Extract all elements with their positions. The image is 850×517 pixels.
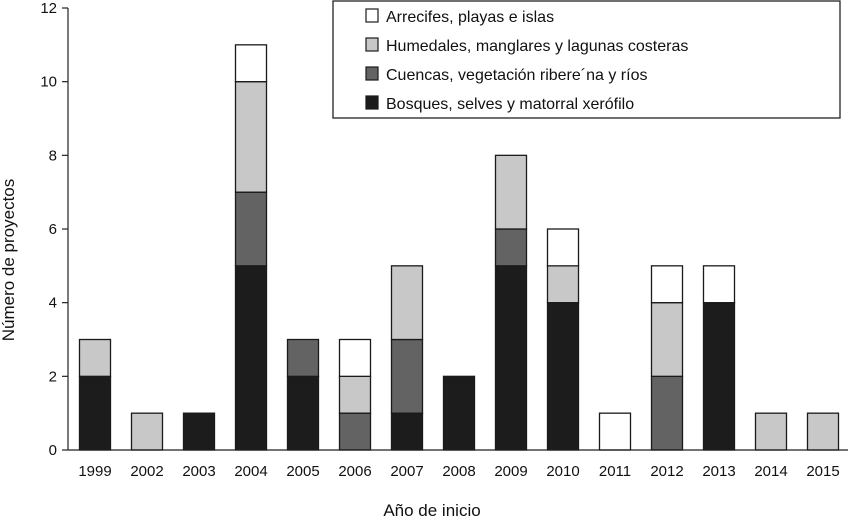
y-axis-label: Número de proyectos: [0, 179, 18, 342]
bar-segment: [702, 265, 736, 304]
bar-segment: [650, 375, 684, 451]
bar-segment: [702, 302, 736, 451]
x-tick-label: 2013: [702, 463, 735, 480]
legend-swatch: [365, 95, 379, 110]
x-tick-label: 2007: [390, 463, 423, 480]
bar-segment: [338, 375, 372, 414]
x-tick-label: 2012: [650, 463, 683, 480]
y-tick-label: 6: [49, 221, 57, 238]
x-tick-label: 1999: [78, 463, 111, 480]
bar-segment: [390, 338, 424, 414]
x-tick-label: 2005: [286, 463, 319, 480]
bar-segment: [754, 412, 788, 451]
legend-label: Bosques, selves y matorral xerófilo: [386, 96, 634, 113]
x-tick-label: 2006: [338, 463, 371, 480]
y-tick-label: 4: [49, 295, 57, 312]
legend-label: Cuencas, vegetación ribere´na y ríos: [386, 67, 647, 84]
y-tick-label: 0: [49, 442, 57, 459]
bar-segment: [234, 191, 268, 267]
bar-segment: [338, 338, 372, 377]
bar-segment: [650, 265, 684, 304]
y-tick-label: 12: [40, 0, 57, 17]
bar-segment: [546, 302, 580, 451]
x-tick-label: 2014: [754, 463, 787, 480]
legend-label: Arrecifes, playas e islas: [386, 9, 554, 26]
bar-segment: [234, 44, 268, 83]
y-tick-label: 2: [49, 368, 57, 385]
x-tick-label: 2003: [182, 463, 215, 480]
x-axis-label: Año de inicio: [383, 501, 480, 517]
bar-segment: [78, 375, 112, 451]
bar-segment: [78, 338, 112, 377]
bar-segment: [494, 154, 528, 230]
bar-segment: [390, 265, 424, 341]
bar-segment: [286, 338, 320, 377]
bar-segment: [130, 412, 164, 451]
bar-segment: [234, 265, 268, 451]
legend-box: [332, 0, 841, 119]
bar-segment: [286, 375, 320, 451]
legend-swatch: [365, 37, 379, 52]
bar-segment: [598, 412, 632, 451]
bar-segment: [494, 265, 528, 451]
x-tick-label: 2015: [806, 463, 839, 480]
legend-label: Humedales, manglares y lagunas costeras: [386, 38, 688, 55]
x-tick-label: 2002: [130, 463, 163, 480]
x-tick-label: 2011: [599, 463, 631, 480]
y-tick-label: 8: [49, 147, 57, 164]
bar-segment: [442, 375, 476, 451]
x-tick-label: 2010: [546, 463, 579, 480]
y-tick-label: 10: [40, 74, 57, 91]
bar-segment: [234, 81, 268, 193]
legend: Arrecifes, playas e islas Humedales, mang…: [332, 0, 841, 119]
legend-swatch: [365, 8, 379, 23]
bar-segment: [494, 228, 528, 267]
legend-swatch: [365, 66, 379, 81]
bar-segment: [650, 302, 684, 377]
bar-segment: [546, 265, 580, 304]
x-tick-label: 2004: [234, 463, 267, 480]
bar-segment: [338, 412, 372, 451]
x-tick-label: 2009: [494, 463, 527, 480]
bar-segment: [806, 412, 840, 451]
bar-segment: [546, 228, 580, 267]
bar-segment: [390, 412, 424, 451]
x-tick-label: 2008: [442, 463, 475, 480]
bar-segment: [182, 412, 216, 451]
